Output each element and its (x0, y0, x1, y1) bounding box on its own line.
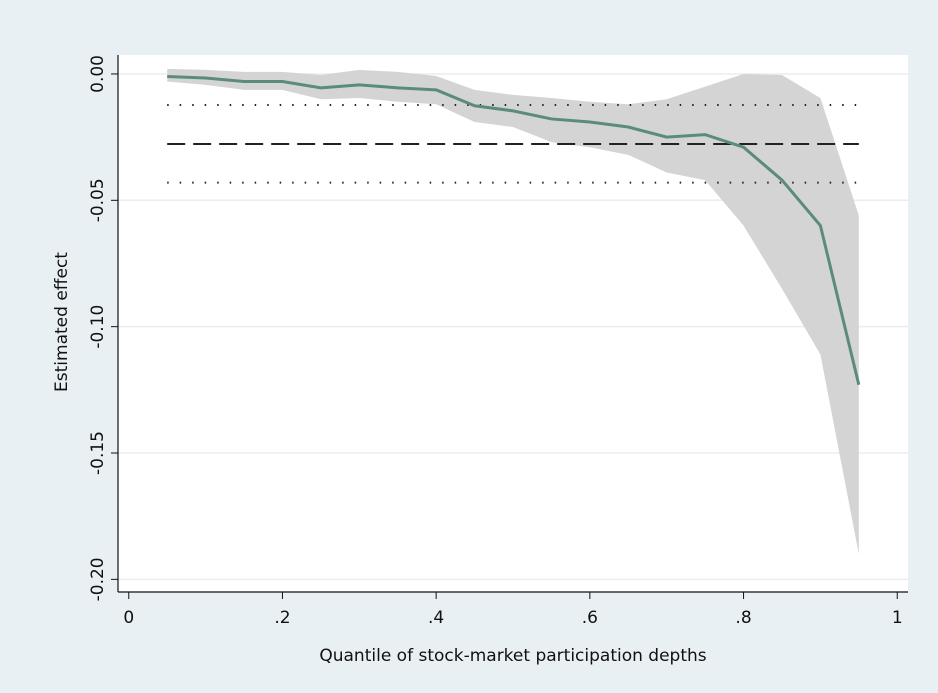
confidence-band (167, 68, 859, 555)
x-tick-label: .6 (582, 608, 598, 628)
estimate-line (167, 74, 861, 386)
x-tick-label: 0 (123, 608, 134, 628)
x-tick-label: .8 (735, 608, 751, 628)
y-tick-label: 0.00 (88, 55, 108, 93)
y-tick-label: -0.20 (88, 557, 108, 601)
y-tick-label: -0.05 (88, 178, 108, 222)
x-tick-label: 1 (892, 608, 903, 628)
x-tick-label: .4 (428, 608, 444, 628)
x-axis-title: Quantile of stock-market participation d… (319, 646, 706, 666)
x-tick-label: .2 (274, 608, 290, 628)
y-axis-title: Estimated effect (52, 252, 72, 392)
y-tick-label: -0.10 (88, 305, 108, 349)
y-tick-label: -0.15 (88, 431, 108, 475)
